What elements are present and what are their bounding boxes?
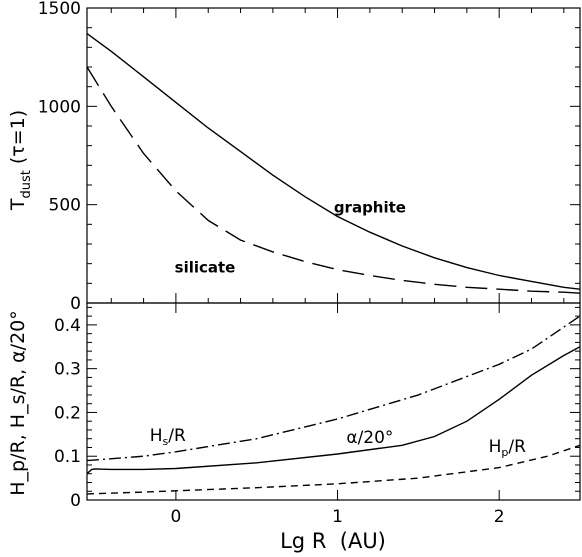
- top-y-axis-title-rest: (τ=1): [7, 110, 29, 170]
- series-silicate-line: [86, 66, 581, 294]
- hp-label-main: H: [489, 437, 502, 457]
- hp-label-rest: /R: [508, 437, 526, 457]
- x-tick-label: 0: [170, 507, 181, 527]
- top-y-tick-label: 0: [70, 294, 81, 314]
- x-tick-label: 2: [494, 507, 505, 527]
- x-axis-title: Lg R (AU): [280, 529, 386, 553]
- top-y-tick-label: 500: [49, 196, 81, 216]
- hp-label-sub: p: [501, 446, 508, 459]
- hs-label-rest: /R: [168, 426, 186, 446]
- top-y-axis-title: Tdust (τ=1): [7, 110, 34, 211]
- bottom-y-tick-label: 0.3: [54, 360, 81, 380]
- hs-label-main: H: [150, 426, 163, 446]
- bottom-y-axis-title: H_p/R, H_s/R, α/20°: [7, 310, 29, 496]
- series-graphite-line: [86, 33, 581, 290]
- hs-over-r-label: Hs/R: [150, 426, 186, 448]
- bottom-y-tick-label: 0.4: [54, 316, 81, 336]
- series--20--line: [86, 346, 581, 475]
- graphite-label: graphite: [334, 199, 406, 217]
- series-hp-r-line: [86, 444, 581, 495]
- bottom-y-tick-label: 0: [70, 491, 81, 511]
- top-y-tick-label: 1500: [38, 0, 81, 19]
- bottom-y-tick-label: 0.1: [54, 447, 81, 467]
- top-panel-frame: [86, 7, 581, 304]
- top-y-axis-title-main: T: [7, 198, 29, 211]
- hp-over-r-label: Hp/R: [489, 437, 527, 459]
- silicate-label: silicate: [175, 259, 236, 277]
- bottom-y-tick-label: 0.2: [54, 403, 81, 423]
- bottom-panel-frame: [86, 302, 581, 501]
- top-y-tick-label: 1000: [38, 97, 81, 117]
- alpha-over-20-label: α/20°: [346, 428, 393, 448]
- x-tick-label: 1: [332, 507, 343, 527]
- top-y-axis-title-sub: dust: [19, 170, 34, 198]
- hs-label-sub: s: [163, 435, 169, 448]
- series-hs-r-line: [86, 315, 581, 462]
